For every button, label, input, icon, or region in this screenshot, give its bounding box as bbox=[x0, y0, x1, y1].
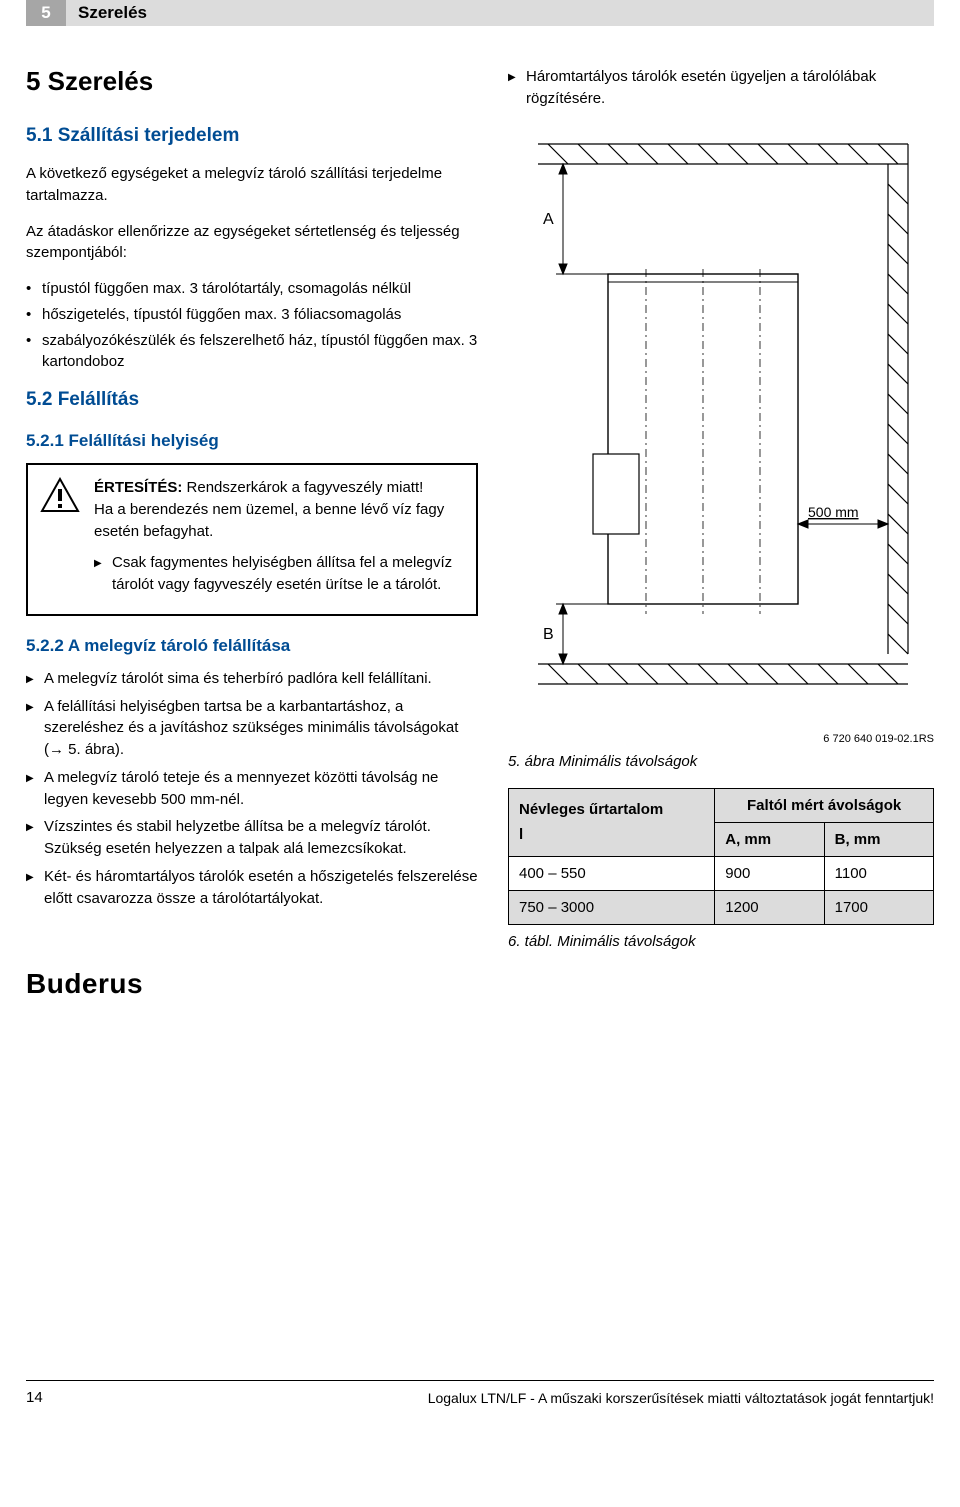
distance-table: Névleges űrtartalom l Faltól mért ávolsá… bbox=[508, 788, 934, 925]
h1-section: 5 Szerelés bbox=[26, 66, 478, 97]
cell: 750 – 3000 bbox=[509, 890, 715, 924]
cell: 1700 bbox=[824, 890, 933, 924]
left-column: 5 Szerelés 5.1 Szállítási terjedelem A k… bbox=[26, 66, 478, 968]
list-item: Háromtartályos tárolók esetén ügyeljen a… bbox=[508, 66, 934, 110]
page-footer: 14 Logalux LTN/LF - A műszaki korszerűsí… bbox=[26, 1380, 934, 1406]
h3-5-2-1: 5.2.1 Felállítási helyiség bbox=[26, 431, 478, 451]
list-text: típustól függően max. 3 tárolótartály, c… bbox=[42, 280, 411, 297]
warning-triangle-icon bbox=[40, 477, 80, 602]
th-a: A, mm bbox=[715, 822, 824, 856]
table-row: 400 – 550 900 1100 bbox=[509, 856, 934, 890]
label-b: B bbox=[543, 626, 554, 643]
list-item: szabályozókészülék és felszerelhető ház,… bbox=[26, 330, 478, 374]
right-column: Háromtartályos tárolók esetén ügyeljen a… bbox=[508, 66, 934, 968]
arrow-list: A melegvíz tárolót sima és teherbíró pad… bbox=[26, 668, 478, 910]
paragraph: Az átadáskor ellenőrizze az egységeket s… bbox=[26, 221, 478, 265]
th-b: B, mm bbox=[824, 822, 933, 856]
footer-text: Logalux LTN/LF - A műszaki korszerűsítés… bbox=[428, 1390, 934, 1406]
cell: 400 – 550 bbox=[509, 856, 715, 890]
page: 5 Szerelés 5 Szerelés 5.1 Szállítási ter… bbox=[0, 0, 960, 1426]
notice-line: ÉRTESÍTÉS: Rendszerkárok a fagyveszély m… bbox=[94, 477, 464, 499]
page-number: 14 bbox=[26, 1389, 43, 1406]
notice-box: ÉRTESÍTÉS: Rendszerkárok a fagyveszély m… bbox=[26, 463, 478, 616]
notice-arrow-list: Csak fagymentes helyiségben állítsa fel … bbox=[94, 552, 464, 596]
figure-5: A B 500 mm bbox=[508, 124, 934, 745]
cell: 1200 bbox=[715, 890, 824, 924]
label-a: A bbox=[543, 211, 554, 228]
table-row: 750 – 3000 1200 1700 bbox=[509, 890, 934, 924]
h3-5-2-2: 5.2.2 A melegvíz tároló felállítása bbox=[26, 636, 478, 656]
list-item: típustól függően max. 3 tárolótartály, c… bbox=[26, 278, 478, 300]
table-caption: 6. tábl. Minimális távolságok bbox=[508, 933, 934, 950]
figure-reference: 6 720 640 019-02.1RS bbox=[508, 733, 934, 745]
list-item: A melegvíz tárolót sima és teherbíró pad… bbox=[26, 668, 478, 690]
list-text: hőszigetelés, típustól függően max. 3 fó… bbox=[42, 306, 401, 323]
cell: 900 bbox=[715, 856, 824, 890]
chapter-number-tab: 5 bbox=[26, 0, 66, 26]
list-item: Csak fagymentes helyiségben állítsa fel … bbox=[94, 552, 464, 596]
arrow-list: Háromtartályos tárolók esetén ügyeljen a… bbox=[508, 66, 934, 110]
notice-line: Ha a berendezés nem üzemel, a benne lévő… bbox=[94, 499, 464, 543]
two-column-layout: 5 Szerelés 5.1 Szállítási terjedelem A k… bbox=[26, 66, 934, 968]
list-item: A felállítási helyiségben tartsa be a ka… bbox=[26, 696, 478, 761]
th-nominal: Névleges űrtartalom l bbox=[509, 788, 715, 856]
label-500mm: 500 mm bbox=[808, 504, 859, 520]
list-item: Vízszintes és stabil helyzetbe állítsa b… bbox=[26, 816, 478, 860]
h2-5-1: 5.1 Szállítási terjedelem bbox=[26, 125, 478, 147]
h2-5-2: 5.2 Felállítás bbox=[26, 389, 478, 411]
notice-label: ÉRTESÍTÉS: bbox=[94, 479, 182, 496]
list-item: hőszigetelés, típustól függően max. 3 fó… bbox=[26, 304, 478, 326]
figure-caption: 5. ábra Minimális távolságok bbox=[508, 753, 934, 770]
th-wall: Faltól mért ávolságok bbox=[715, 788, 934, 822]
cell: 1100 bbox=[824, 856, 933, 890]
diagram-svg: A B 500 mm bbox=[508, 124, 928, 724]
list-item: Két- és háromtartályos tárolók esetén a … bbox=[26, 866, 478, 910]
top-header: 5 Szerelés bbox=[26, 0, 934, 26]
notice-text: ÉRTESÍTÉS: Rendszerkárok a fagyveszély m… bbox=[94, 477, 464, 602]
notice-body: Rendszerkárok a fagyveszély miatt! bbox=[187, 479, 424, 496]
brand-logo: Buderus bbox=[26, 968, 934, 1000]
paragraph: A következő egységeket a melegvíz tároló… bbox=[26, 163, 478, 207]
bullet-list: típustól függően max. 3 tárolótartály, c… bbox=[26, 278, 478, 373]
list-item: A melegvíz tároló teteje és a mennyezet … bbox=[26, 767, 478, 811]
list-text: szabályozókészülék és felszerelhető ház,… bbox=[42, 332, 477, 371]
chapter-title-bar: Szerelés bbox=[66, 0, 934, 26]
